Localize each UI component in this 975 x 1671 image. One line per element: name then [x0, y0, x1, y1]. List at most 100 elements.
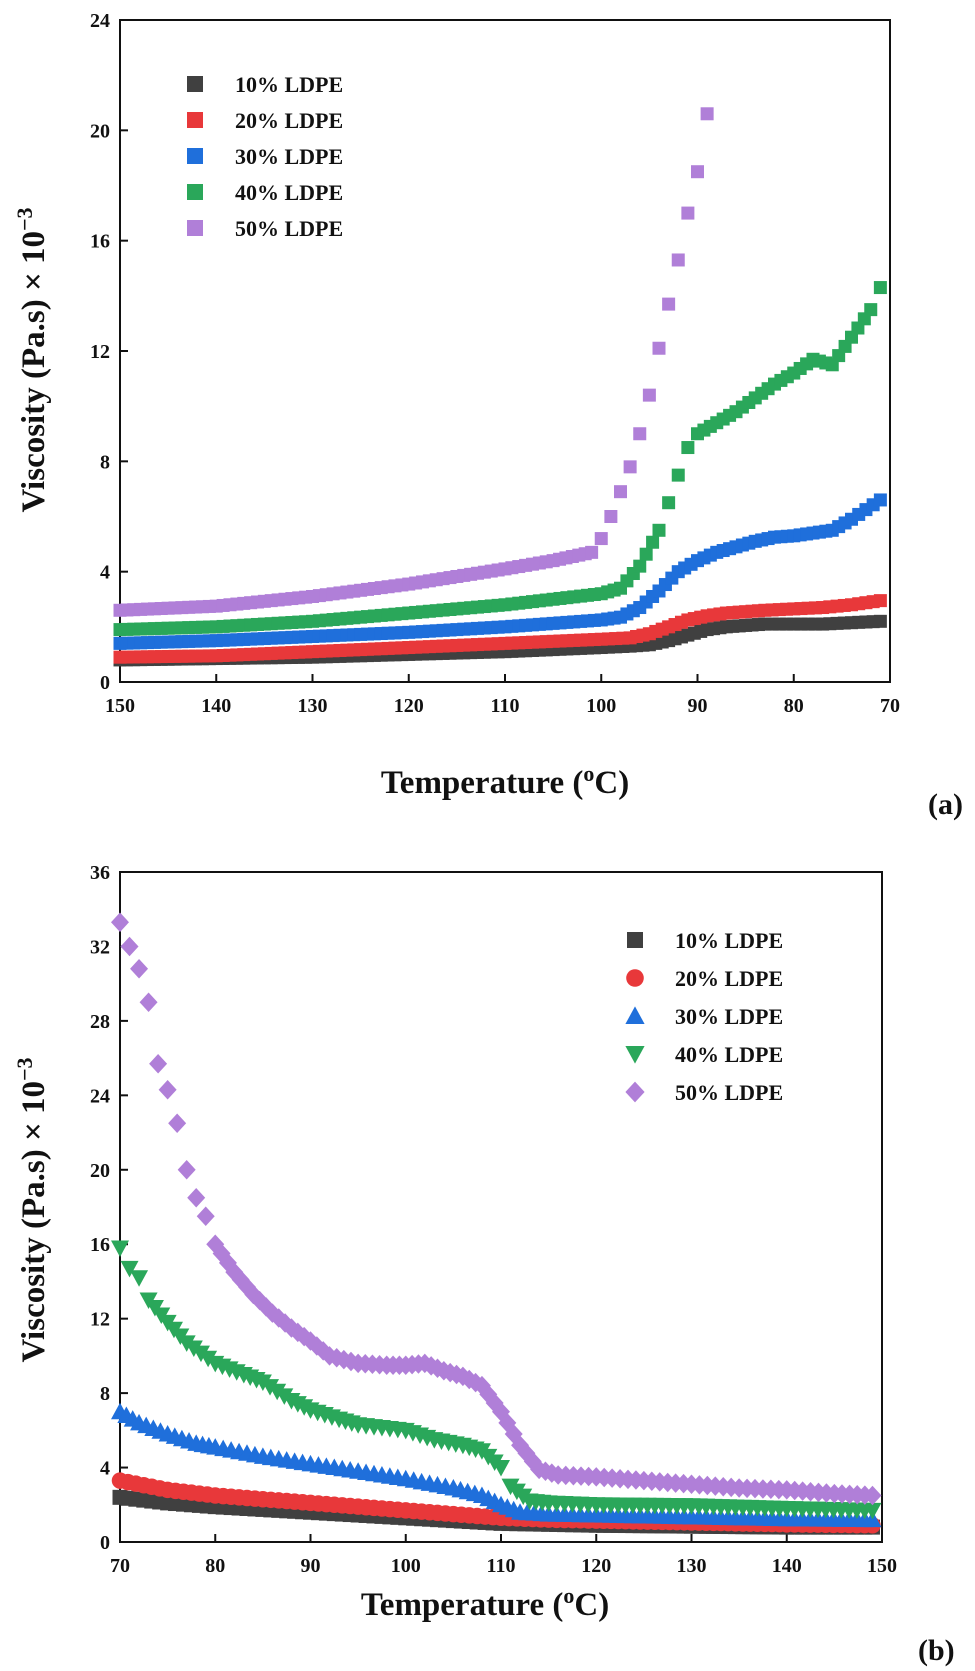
data-point: [111, 1240, 129, 1257]
series-30pct-ldpe: [113, 493, 887, 650]
x-tick-label: 100: [586, 695, 616, 717]
data-point: [139, 992, 158, 1013]
x-tick-label: 100: [391, 1555, 421, 1577]
y-tick-label: 32: [90, 936, 110, 958]
data-point: [652, 341, 666, 355]
data-point: [863, 1502, 882, 1520]
y-tick-label: 24: [90, 10, 110, 32]
series-30pct-ldpe: [111, 1402, 882, 1528]
data-point: [130, 1270, 149, 1287]
legend-marker: [187, 112, 203, 128]
data-point: [873, 594, 887, 608]
data-point: [662, 297, 676, 311]
data-point: [168, 1113, 187, 1133]
data-point: [873, 493, 887, 507]
legend-label: 50% LDPE: [235, 216, 343, 241]
y-tick-label: 4: [100, 562, 110, 584]
x-tick-label: 110: [487, 1555, 516, 1577]
data-point: [604, 510, 618, 523]
data-point: [873, 281, 887, 295]
x-tick-label: 70: [110, 1555, 130, 1577]
data-point: [111, 912, 129, 932]
data-point: [275, 1388, 294, 1405]
x-axis-label-b: Temperature (oC): [361, 1583, 609, 1623]
y-tick-label: 0: [100, 1532, 110, 1554]
legend-label: 40% LDPE: [235, 180, 343, 205]
data-point: [652, 523, 666, 537]
data-point: [864, 303, 878, 317]
y-tick-label: 16: [90, 1234, 110, 1256]
data-point: [642, 388, 656, 402]
data-point: [492, 1460, 510, 1477]
data-points-a: [113, 107, 887, 667]
data-point: [158, 1080, 177, 1100]
x-tick-label: 90: [688, 695, 708, 717]
y-axis-label-a: Viscosity (Pa.s) × 10−3: [12, 207, 52, 512]
legend-label: 20% LDPE: [675, 966, 783, 991]
legend-marker: [625, 1046, 645, 1064]
legend-marker: [626, 969, 644, 987]
tick-group-b: 70 80 90 100 110 120 130 140 150 0 4 8 12 16 20 24 28 32 3…: [90, 862, 897, 1577]
data-point: [623, 460, 637, 474]
legend-marker: [187, 220, 203, 236]
x-tick-label: 120: [394, 695, 424, 717]
data-point: [863, 1485, 882, 1506]
data-point: [187, 1187, 206, 1208]
data-point: [177, 1160, 196, 1180]
x-tick-label: 140: [772, 1555, 802, 1577]
series-50pct-ldpe: [111, 912, 882, 1506]
series-40pct-ldpe: [113, 281, 887, 637]
y-tick-label: 8: [100, 451, 110, 473]
data-point: [681, 441, 695, 455]
series-50pct-ldpe: [113, 107, 714, 617]
x-tick-label: 150: [105, 695, 135, 717]
data-point: [585, 545, 599, 559]
y-tick-label: 4: [100, 1458, 110, 1480]
legend-marker: [187, 184, 203, 200]
y-tick-label: 28: [90, 1011, 110, 1033]
data-point: [149, 1053, 168, 1074]
legend-label: 20% LDPE: [235, 108, 343, 133]
x-tick-label: 110: [491, 695, 520, 717]
legend-label: 50% LDPE: [675, 1080, 783, 1105]
y-tick-label: 36: [90, 862, 110, 884]
y-tick-label: 8: [100, 1383, 110, 1405]
x-tick-label: 120: [581, 1555, 611, 1577]
x-tick-label: 140: [201, 695, 231, 717]
legend-marker: [187, 76, 203, 92]
panel-label-b: (b): [918, 1634, 955, 1667]
data-point: [700, 107, 714, 121]
legend-marker: [625, 1081, 645, 1103]
data-point: [196, 1206, 215, 1227]
tick-group-a: 150 140 130 120 110 100 90 80 70 0 4 8 12 16 20 24: [90, 10, 900, 717]
data-point: [691, 165, 704, 179]
legend-a: 10% LDPE 20% LDPE 30% LDPE 40% LDPE 50% LDPE: [187, 72, 343, 241]
series-20pct-ldpe: [113, 594, 887, 664]
y-tick-label: 12: [90, 341, 110, 363]
x-tick-label: 150: [867, 1555, 897, 1577]
y-tick-label: 0: [100, 672, 110, 694]
legend-b: 10% LDPE 20% LDPE 30% LDPE 40% LDPE 50% LDPE: [625, 928, 783, 1105]
y-tick-label: 20: [90, 120, 110, 142]
y-tick-label: 16: [90, 231, 110, 253]
y-axis-label-b: Viscosity (Pa.s) × 10−3: [12, 1057, 52, 1362]
legend-label: 10% LDPE: [675, 928, 783, 953]
data-point: [671, 253, 685, 267]
x-axis-label-a: Temperature (oC): [381, 761, 629, 801]
data-points-b: [111, 912, 882, 1535]
series-40pct-ldpe: [111, 1240, 882, 1520]
legend-marker: [625, 1006, 645, 1024]
y-tick-label: 12: [90, 1309, 110, 1331]
data-point: [646, 535, 660, 549]
data-point: [662, 496, 676, 510]
data-point: [614, 485, 627, 499]
data-point: [120, 1260, 139, 1278]
legend-marker: [187, 148, 203, 164]
legend-marker: [627, 932, 643, 948]
data-point: [120, 936, 139, 957]
data-point: [253, 1374, 272, 1391]
chart-panel-b: 70 80 90 100 110 120 130 140 150 0 4 8 12 16 20 24 28 32 3…: [12, 862, 955, 1667]
chart-panel-a: 150 140 130 120 110 100 90 80 70 0 4 8 12 16 20 24 10% …: [12, 10, 963, 821]
legend-label: 30% LDPE: [235, 144, 343, 169]
